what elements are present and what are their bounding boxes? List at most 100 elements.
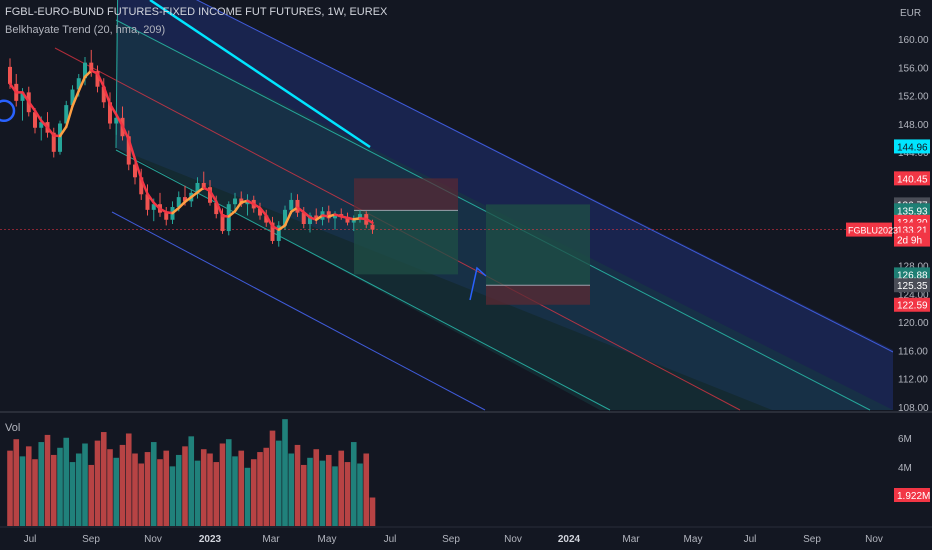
x-tick-label: Sep — [82, 534, 100, 545]
belkhayate-trend-segment — [115, 113, 124, 128]
volume-bar — [325, 454, 332, 526]
candle-body — [276, 225, 281, 241]
belkhayate-trend-segment — [227, 210, 237, 218]
belkhayate-trend-segment — [296, 206, 305, 214]
candle-body — [283, 209, 287, 226]
belkhayate-trend-segment — [96, 72, 105, 88]
candle-body — [70, 89, 75, 106]
volume-bar — [125, 433, 132, 526]
volume-bar — [288, 453, 295, 526]
belkhayate-trend-segment — [8, 82, 18, 94]
x-tick-label: Jul — [744, 534, 757, 545]
belkhayate-trend-segment — [71, 89, 80, 108]
volume-bar — [169, 466, 176, 526]
currency-label: EUR — [900, 8, 922, 19]
volume-legend[interactable]: Vol — [5, 422, 21, 434]
volume-bar — [369, 497, 376, 526]
volume-bar — [207, 453, 213, 526]
price-label-box — [894, 267, 930, 282]
candle-body — [345, 216, 350, 223]
volume-bar — [182, 446, 188, 526]
x-tick-label: Nov — [144, 534, 162, 545]
volume-tick-label: 4M — [898, 463, 912, 474]
belkhayate-trend-segment — [146, 192, 155, 205]
belkhayate-trend-segment — [290, 206, 299, 213]
channel-inner-lower-line — [115, 149, 611, 411]
candle-body — [39, 122, 44, 128]
volume-bar — [282, 419, 288, 526]
volume-bar — [232, 456, 238, 526]
candle-body — [33, 112, 37, 128]
belkhayate-trend-segment — [190, 191, 199, 199]
x-tick-label: Jul — [24, 534, 37, 545]
volume-bar — [150, 442, 157, 526]
y-tick-label: 112.00 — [898, 375, 928, 386]
candle-body — [51, 132, 56, 152]
volume-tag-box — [894, 488, 930, 502]
belkhayate-trend-segment — [365, 217, 374, 225]
volume-bar — [200, 449, 207, 526]
candle-body — [370, 224, 375, 230]
candle-body — [164, 212, 169, 220]
volume-bar — [63, 437, 70, 526]
x-tick-label: Jul — [384, 534, 397, 545]
volume-bar — [107, 449, 113, 526]
volume-bar — [213, 462, 220, 526]
volume-tick-label: 6M — [898, 434, 912, 445]
candle-body — [89, 62, 94, 72]
x-tick-label: Mar — [622, 534, 640, 545]
volume-bar — [44, 434, 51, 526]
volume-bar — [144, 452, 151, 526]
candle-body — [151, 204, 156, 210]
candle-body — [139, 177, 144, 195]
candle-body — [20, 92, 25, 101]
volume-bar — [344, 462, 351, 526]
channel-upper-line — [195, 0, 894, 353]
x-tick-label: 2023 — [199, 534, 222, 545]
volume-bar — [132, 453, 138, 526]
belkhayate-trend-segment — [77, 75, 87, 93]
volume-bar — [7, 450, 13, 526]
price-label: 125.35 — [897, 281, 928, 292]
volume-bar — [250, 459, 257, 526]
volume-bar — [319, 460, 326, 526]
indicator-legend[interactable]: Belkhayate Trend (20, hma, 209) — [5, 24, 166, 36]
price-label: 135.93 — [897, 206, 928, 217]
belkhayate-trend-segment — [140, 177, 149, 196]
volume-bar — [263, 447, 270, 526]
volume-bar — [163, 450, 170, 526]
price-label-box — [894, 171, 930, 186]
belkhayate-trend-segment — [102, 85, 112, 106]
volume-bar — [69, 462, 76, 526]
candle-body — [358, 214, 362, 219]
price-label: 126.88 — [897, 270, 928, 281]
volume-bar — [275, 440, 282, 526]
cyan-trend-line — [149, 0, 371, 149]
x-tick-label: Sep — [442, 534, 460, 545]
volume-bar — [294, 444, 301, 526]
candle-body — [126, 136, 131, 165]
belkhayate-trend-segment — [65, 104, 74, 129]
volume-bar — [338, 450, 345, 526]
long-position-target-zone — [486, 204, 590, 286]
candle-body — [264, 215, 269, 223]
y-tick-label: 156.00 — [898, 63, 929, 74]
volume-bar — [225, 439, 232, 526]
volume-bar — [269, 430, 276, 526]
y-tick-label: 152.00 — [898, 92, 929, 103]
candle-body — [220, 214, 225, 232]
volume-bar — [307, 457, 313, 526]
volume-bar — [363, 453, 370, 526]
volume-bar — [257, 452, 263, 526]
price-label-box — [894, 297, 930, 312]
y-tick-label: 124.00 — [898, 290, 929, 301]
chart-title: FGBL-EURO-BUND FUTURES-FIXED INCOME FUT … — [5, 6, 388, 18]
volume-bar — [138, 463, 145, 526]
volume-bar — [100, 432, 107, 526]
candle-body — [64, 105, 69, 124]
volume-bar — [157, 459, 163, 526]
belkhayate-trend-segment — [233, 201, 243, 213]
volume-bar — [50, 454, 57, 526]
belkhayate-trend-segment — [46, 126, 55, 137]
